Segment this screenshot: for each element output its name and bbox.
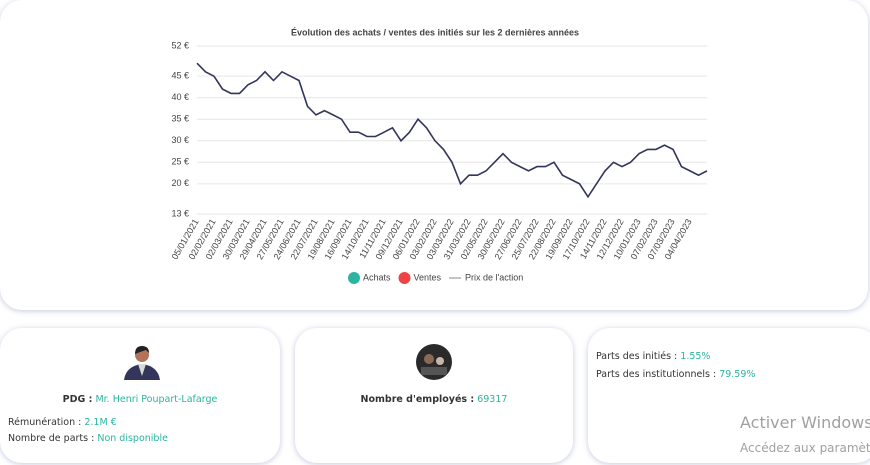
shares-label: Nombre de parts : xyxy=(8,433,95,444)
employees-value: 69317 xyxy=(477,394,508,405)
ownership-card: Parts des initiés : 1.55% Parts des inst… xyxy=(588,328,870,463)
ceo-name: Mr. Henri Poupart-Lafarge xyxy=(95,394,218,405)
legend-label: Ventes xyxy=(414,272,442,282)
chart-title: Évolution des achats / ventes des initié… xyxy=(291,27,579,37)
chart-card: Évolution des achats / ventes des initié… xyxy=(169,27,708,284)
employees-card: Nombre d'employés : 69317 xyxy=(295,328,573,463)
insiders-label: Parts des initiés : xyxy=(596,351,678,362)
legend-label: Achats xyxy=(363,272,391,282)
watermark-title: Activer Windows xyxy=(740,413,870,432)
employees-label: Nombre d'employés : xyxy=(360,394,475,405)
institutions-label: Parts des institutionnels : xyxy=(596,369,717,380)
salary: 2.1M € xyxy=(84,417,117,428)
ceo-label: PDG : xyxy=(62,394,93,405)
price-line xyxy=(196,62,708,199)
y-tick-label: 30 € xyxy=(171,135,189,145)
company-photo xyxy=(416,344,452,380)
legend-marker xyxy=(398,272,411,284)
y-tick-label: 45 € xyxy=(171,71,189,81)
salary-label: Rémunération : xyxy=(8,417,82,428)
salary-line: Rémunération : 2.1M € xyxy=(8,417,117,428)
institutions: 79.59% xyxy=(719,369,756,380)
insiders-line: Parts des initiés : 1.55% xyxy=(596,351,710,362)
ceo-avatar xyxy=(124,346,160,380)
institutions-line: Parts des institutionnels : 79.59% xyxy=(596,369,755,380)
ceo-card: PDG : Mr. Henri Poupart-Lafarge Rémunéra… xyxy=(0,328,280,463)
legend-label: Prix de l'action xyxy=(465,272,523,282)
y-tick-label: 52 € xyxy=(171,40,189,50)
employees-line: Nombre d'employés : 69317 xyxy=(295,394,573,405)
y-tick-label: 20 € xyxy=(171,178,189,188)
y-tick-label: 35 € xyxy=(171,114,189,124)
y-tick-label: 40 € xyxy=(171,92,189,102)
shares: Non disponible xyxy=(97,433,168,444)
ceo-line: PDG : Mr. Henri Poupart-Lafarge xyxy=(0,394,280,405)
watermark-text: Accédez aux paramètres xyxy=(740,441,870,455)
legend-marker xyxy=(348,272,360,284)
y-tick-label: 25 € xyxy=(171,157,189,167)
y-tick-label: 13 € xyxy=(171,208,189,218)
chart: Évolution des achats / ventes des initié… xyxy=(170,27,708,284)
insiders: 1.55% xyxy=(680,351,711,362)
shares-line: Nombre de parts : Non disponible xyxy=(8,433,168,444)
